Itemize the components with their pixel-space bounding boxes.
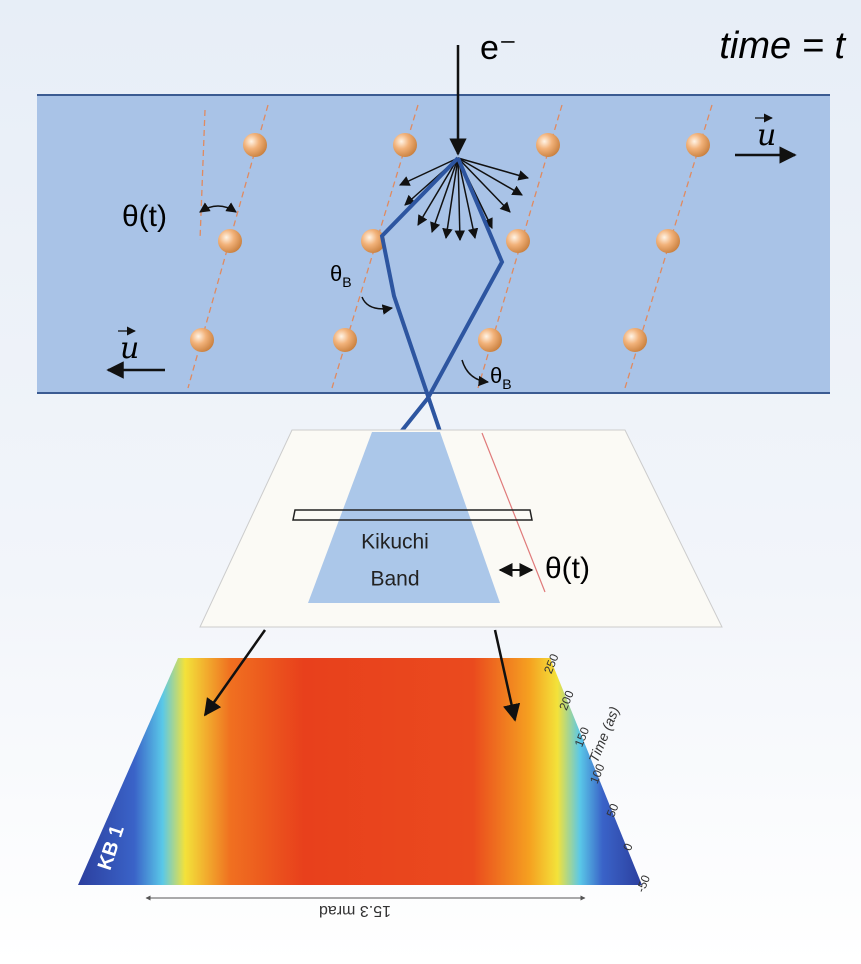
band-label: Kikuchi <box>361 531 429 554</box>
time-label: time = t <box>719 25 846 67</box>
band-label: Band <box>370 568 419 591</box>
electron-label: e⁻ <box>480 29 517 67</box>
band-angle: θ(t) <box>545 552 590 585</box>
velocity-label: u <box>120 331 139 366</box>
diagram: e⁻ time = t θ(t) θB θB u u Kikuchi Band … <box>0 0 861 964</box>
crystal-slab <box>37 95 830 393</box>
tilt-angle: θ(t) <box>122 200 167 233</box>
width-label: 15.3 mrad <box>319 902 391 919</box>
velocity-label: u <box>757 118 776 153</box>
